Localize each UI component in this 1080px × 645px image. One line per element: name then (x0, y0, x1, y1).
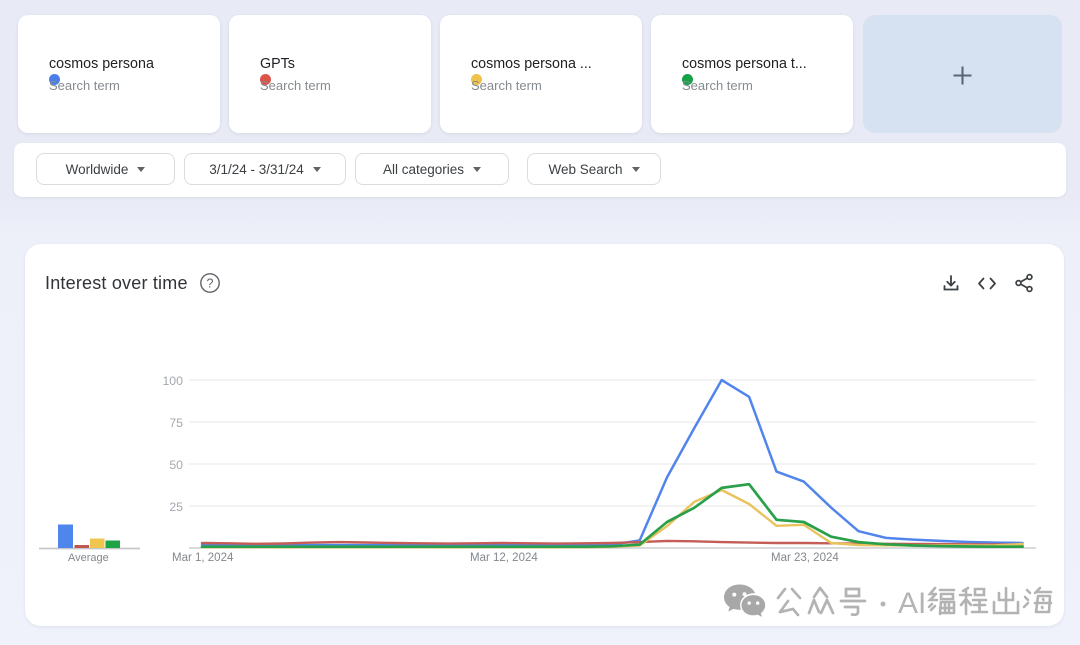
svg-text:?: ? (207, 277, 214, 291)
svg-text:AI: AI (898, 587, 926, 620)
